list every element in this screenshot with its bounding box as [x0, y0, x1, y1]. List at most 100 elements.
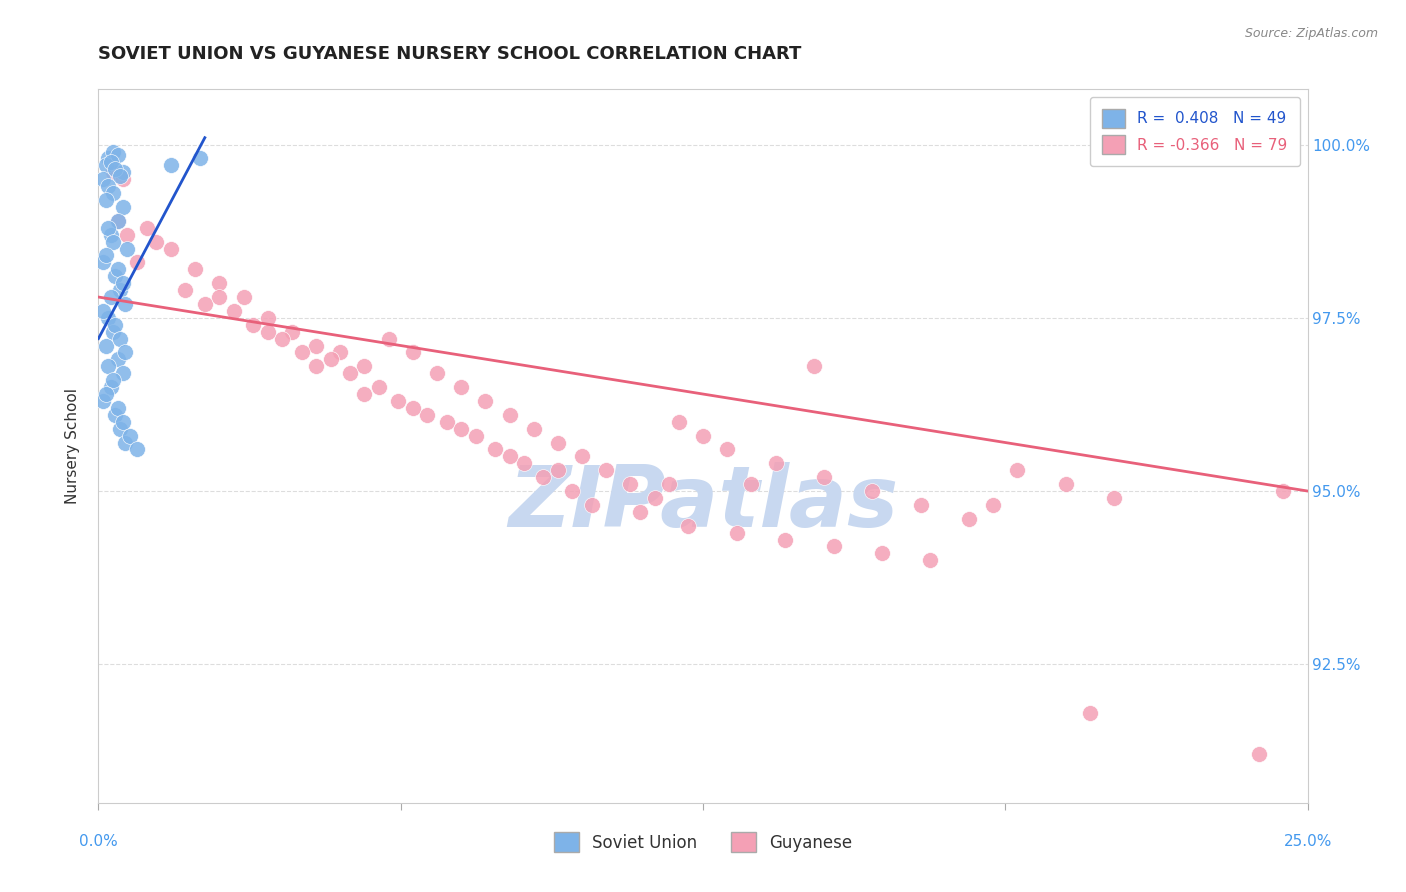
Point — [108, 332, 131, 346]
Point — [111, 276, 134, 290]
Point — [104, 318, 127, 332]
Point — [118, 428, 141, 442]
Point — [450, 422, 472, 436]
Point — [450, 380, 472, 394]
Y-axis label: Nursery School: Nursery School — [65, 388, 80, 504]
Point — [531, 470, 554, 484]
Point — [104, 269, 127, 284]
Point — [353, 359, 375, 374]
Point — [91, 304, 114, 318]
Point — [1102, 491, 1125, 505]
Point — [97, 152, 120, 166]
Point — [402, 401, 425, 415]
Point — [91, 172, 114, 186]
Point — [208, 276, 231, 290]
Point — [725, 525, 748, 540]
Point — [94, 158, 117, 172]
Point — [803, 359, 825, 374]
Point — [464, 428, 486, 442]
Point — [114, 435, 136, 450]
Point — [111, 200, 134, 214]
Point — [281, 325, 304, 339]
Point — [290, 345, 312, 359]
Point — [107, 401, 129, 415]
Point — [547, 463, 569, 477]
Point — [765, 456, 787, 470]
Point — [353, 387, 375, 401]
Point — [100, 155, 122, 169]
Point — [100, 290, 122, 304]
Point — [329, 345, 352, 359]
Point — [305, 359, 328, 374]
Point — [94, 193, 117, 207]
Point — [108, 422, 131, 436]
Point — [561, 483, 583, 498]
Point — [813, 470, 835, 484]
Text: 25.0%: 25.0% — [1284, 834, 1331, 849]
Point — [1054, 477, 1077, 491]
Point — [97, 179, 120, 194]
Point — [194, 297, 217, 311]
Point — [484, 442, 506, 457]
Point — [319, 352, 342, 367]
Point — [498, 408, 520, 422]
Point — [474, 394, 496, 409]
Point — [920, 553, 942, 567]
Point — [571, 450, 593, 464]
Text: 0.0%: 0.0% — [79, 834, 118, 849]
Point — [860, 483, 883, 498]
Point — [581, 498, 603, 512]
Point — [426, 366, 449, 380]
Point — [498, 450, 520, 464]
Point — [339, 366, 361, 380]
Point — [1078, 706, 1101, 720]
Point — [387, 394, 409, 409]
Point — [101, 373, 124, 387]
Point — [658, 477, 681, 491]
Point — [188, 152, 211, 166]
Point — [1249, 747, 1271, 762]
Point — [135, 220, 157, 235]
Text: ZIPatlas: ZIPatlas — [508, 461, 898, 545]
Point — [101, 145, 124, 159]
Point — [628, 505, 651, 519]
Point — [94, 387, 117, 401]
Legend: Soviet Union, Guyanese: Soviet Union, Guyanese — [540, 819, 866, 866]
Point — [232, 290, 254, 304]
Point — [160, 158, 183, 172]
Point — [107, 148, 129, 162]
Point — [97, 359, 120, 374]
Point — [127, 442, 149, 457]
Point — [111, 366, 134, 380]
Point — [668, 415, 690, 429]
Point — [547, 435, 569, 450]
Point — [184, 262, 207, 277]
Point — [100, 227, 122, 242]
Point — [107, 262, 129, 277]
Point — [436, 415, 458, 429]
Point — [644, 491, 666, 505]
Point — [108, 283, 131, 297]
Point — [94, 338, 117, 352]
Text: SOVIET UNION VS GUYANESE NURSERY SCHOOL CORRELATION CHART: SOVIET UNION VS GUYANESE NURSERY SCHOOL … — [98, 45, 801, 62]
Point — [145, 235, 167, 249]
Point — [1272, 483, 1295, 498]
Point — [870, 546, 893, 560]
Point — [305, 338, 328, 352]
Point — [101, 235, 124, 249]
Point — [160, 242, 183, 256]
Point — [111, 172, 134, 186]
Point — [100, 380, 122, 394]
Point — [368, 380, 391, 394]
Point — [117, 227, 139, 242]
Point — [740, 477, 762, 491]
Point — [91, 255, 114, 269]
Point — [1007, 463, 1029, 477]
Point — [256, 325, 278, 339]
Point — [107, 214, 129, 228]
Text: Source: ZipAtlas.com: Source: ZipAtlas.com — [1244, 27, 1378, 40]
Point — [94, 248, 117, 262]
Point — [523, 422, 546, 436]
Point — [957, 512, 980, 526]
Point — [114, 297, 136, 311]
